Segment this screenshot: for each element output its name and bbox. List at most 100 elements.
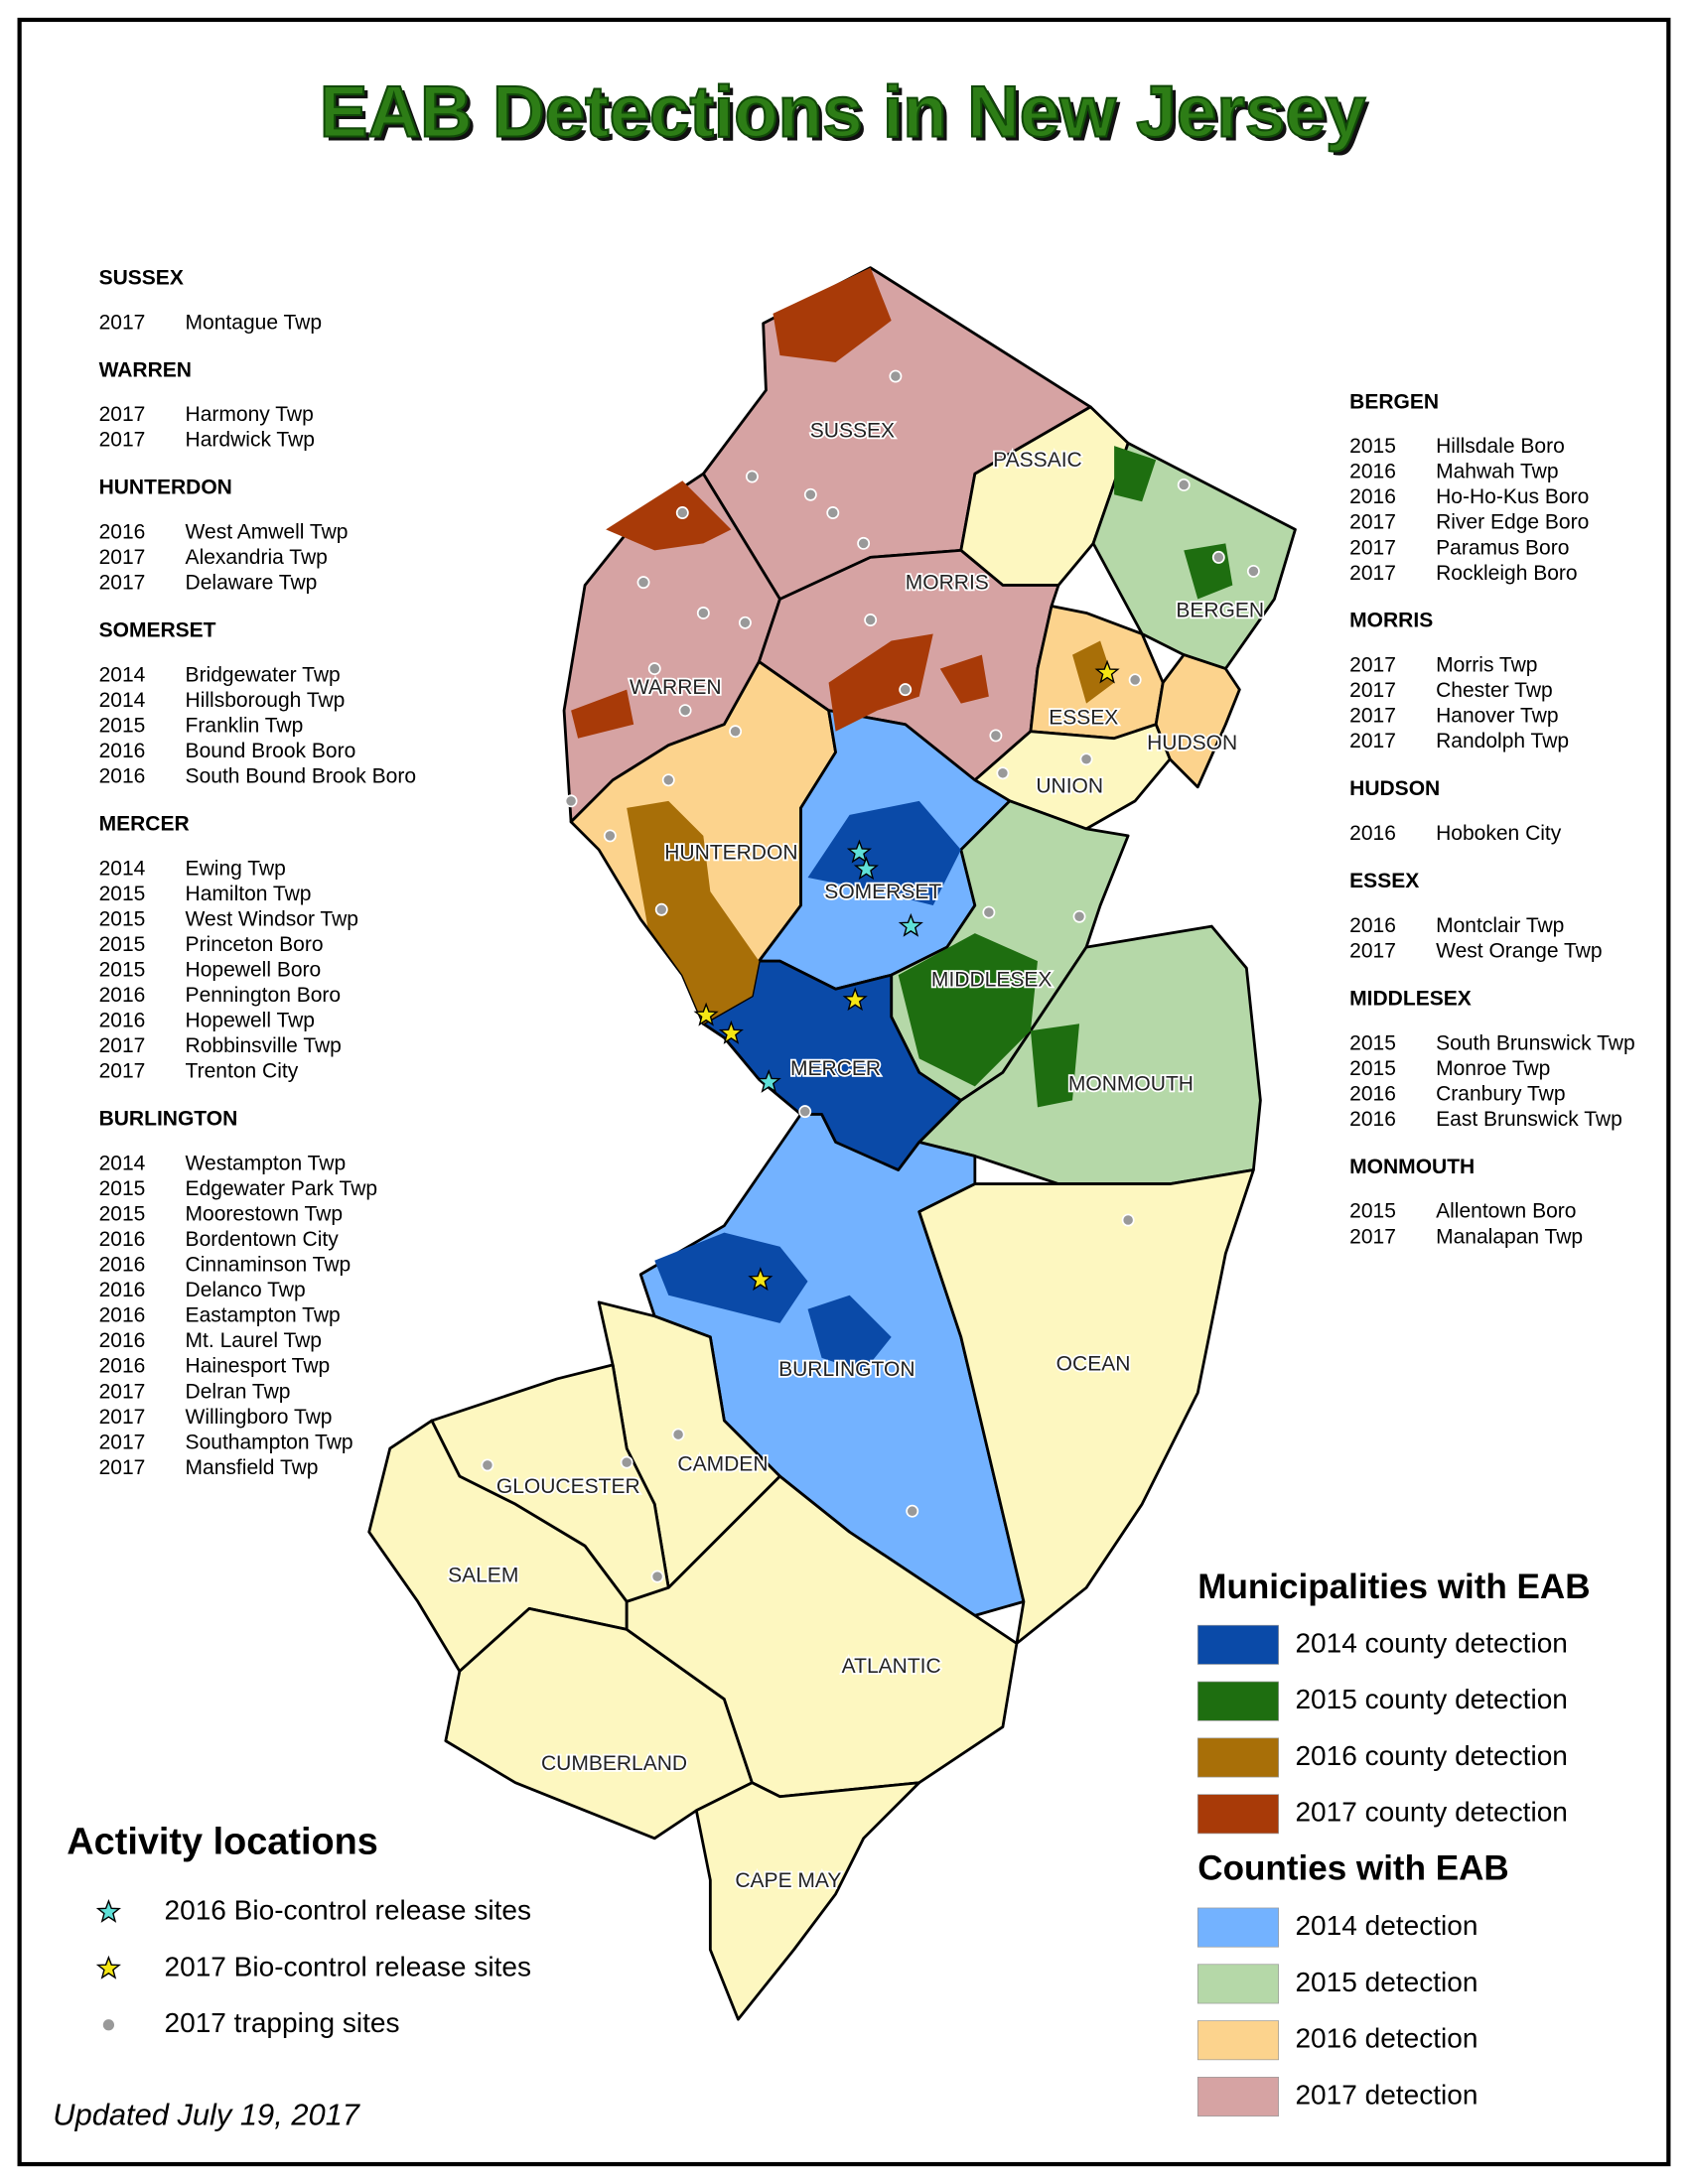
detection-year: 2017 — [99, 429, 146, 452]
municipality: Bound Brook Boro — [186, 740, 356, 762]
county-mercer — [701, 959, 963, 1171]
detection-year: 2016 — [99, 1279, 146, 1301]
county-heading: MONMOUTH — [1349, 1156, 1475, 1178]
municipality: East Brunswick Twp — [1436, 1108, 1622, 1131]
legend-label: 2016 detection — [1295, 2023, 1477, 2054]
county-label: CAPE MAY — [735, 1869, 841, 1892]
county-heading: HUNTERDON — [99, 477, 232, 499]
legend-title: Counties with EAB — [1197, 1848, 1508, 1887]
updated-note: Updated July 19, 2017 — [53, 2097, 361, 2131]
county-label: WARREN — [630, 676, 722, 699]
activity-icon — [95, 1955, 121, 1979]
county-label: OCEAN — [1056, 1352, 1131, 1375]
detection-year: 2015 — [99, 1177, 146, 1200]
county-heading: MERCER — [99, 813, 190, 836]
detection-year: 2015 — [1349, 1057, 1396, 1080]
detection-year: 2017 — [99, 1380, 146, 1403]
county-hudson — [1154, 653, 1241, 789]
detection-year: 2017 — [1349, 536, 1396, 559]
legend-swatch — [1196, 1794, 1279, 1835]
municipality: Mt. Laurel Twp — [186, 1329, 322, 1352]
detection-lists: SUSSEX 2017 Montague Twp WARREN 2017 Harmony … — [99, 266, 1635, 1478]
county-label: PASSAIC — [993, 449, 1082, 472]
legend-title: Municipalities with EAB — [1197, 1568, 1590, 1606]
detection-year: 2017 — [1349, 730, 1396, 752]
municipality: Eastampton Twp — [186, 1304, 341, 1327]
detection-year: 2015 — [1349, 1031, 1396, 1054]
legend-swatch — [1196, 2020, 1279, 2061]
municipality: South Brunswick Twp — [1436, 1031, 1635, 1054]
activity-title: Activity locations — [67, 1821, 377, 1862]
municipality: Chester Twp — [1436, 679, 1553, 702]
detection-year: 2016 — [1349, 1082, 1396, 1105]
detection-year: 2014 — [99, 689, 146, 712]
release-site — [748, 1267, 774, 1292]
municipality: Montclair Twp — [1436, 914, 1564, 937]
activity-label: 2017 trapping sites — [165, 2007, 400, 2038]
municipality: Hillsdale Boro — [1436, 435, 1565, 458]
county-heading: WARREN — [99, 358, 192, 381]
municipality: Manalapan Twp — [1436, 1225, 1583, 1248]
municipality: Ewing Twp — [186, 857, 286, 880]
activity-icon — [95, 1898, 121, 1923]
legend-label: 2015 county detection — [1295, 1684, 1567, 1714]
county-label: ATLANTIC — [842, 1655, 941, 1678]
detection-year: 2015 — [99, 933, 146, 956]
legend-label: 2017 county detection — [1295, 1797, 1567, 1828]
legend-label: 2015 detection — [1295, 1967, 1477, 1997]
release-site — [1094, 659, 1120, 684]
county-label: MIDDLESEX — [931, 968, 1052, 991]
activity-label: 2017 Bio-control release sites — [165, 1951, 532, 1981]
release-site — [693, 1002, 719, 1026]
county-label: CUMBERLAND — [541, 1752, 687, 1775]
detection-year: 2017 — [1349, 679, 1396, 702]
municipality: Monroe Twp — [1436, 1057, 1550, 1080]
title-shadow: EAB Detections in New Jersey — [324, 76, 1370, 157]
county-label: BERGEN — [1176, 600, 1264, 622]
detection-year: 2017 — [99, 1406, 146, 1429]
detection-year: 2016 — [99, 1304, 146, 1327]
detection-year: 2016 — [99, 765, 146, 788]
county-label: CAMDEN — [677, 1452, 768, 1475]
municipality: Hanover Twp — [1436, 705, 1558, 728]
detection-year: 2017 — [99, 1060, 146, 1083]
municipality: Randolph Twp — [1436, 730, 1569, 752]
detection-year: 2016 — [99, 1329, 146, 1352]
county-label: HUNTERDON — [664, 842, 797, 865]
municipality: Pennington Boro — [186, 984, 342, 1007]
legend-label: 2017 detection — [1295, 2079, 1477, 2110]
county-label: SALEM — [448, 1565, 518, 1587]
county-heading: HUDSON — [1349, 777, 1440, 800]
county-label: MERCER — [790, 1057, 881, 1080]
county-heading: SOMERSET — [99, 619, 216, 642]
detection-year: 2017 — [1349, 654, 1396, 677]
detection-year: 2015 — [99, 907, 146, 930]
municipality: West Windsor Twp — [186, 907, 358, 930]
detection-year: 2014 — [99, 1152, 146, 1174]
municipality: Delran Twp — [186, 1380, 291, 1403]
release-site — [756, 1068, 781, 1093]
municipality: Rockleigh Boro — [1436, 562, 1578, 585]
legend-label: 2014 county detection — [1295, 1627, 1567, 1658]
municipality: Franklin Twp — [186, 715, 304, 738]
municipality: Ho-Ho-Kus Boro — [1436, 485, 1589, 508]
county-label: UNION — [1036, 774, 1103, 797]
county-cape-may — [694, 1781, 921, 2021]
municipality: Paramus Boro — [1436, 536, 1569, 559]
detection-year: 2016 — [1349, 1108, 1396, 1131]
detection-year: 2016 — [1349, 822, 1396, 845]
county-label: GLOUCESTER — [496, 1475, 640, 1498]
legend: Municipalities with EAB 2014 county detec… — [67, 1568, 1591, 2116]
county-heading: ESSEX — [1349, 870, 1419, 892]
county-label: HUDSON — [1147, 732, 1237, 754]
release-site — [718, 1020, 744, 1044]
site-markers — [481, 369, 1260, 1583]
detection-year: 2017 — [99, 572, 146, 595]
county-label: MORRIS — [906, 572, 989, 595]
detection-year: 2015 — [1349, 435, 1396, 458]
detection-year: 2016 — [99, 1228, 146, 1251]
municipality: Trenton City — [186, 1060, 299, 1083]
detection-year: 2017 — [1349, 705, 1396, 728]
municipality: Alexandria Twp — [186, 546, 328, 569]
